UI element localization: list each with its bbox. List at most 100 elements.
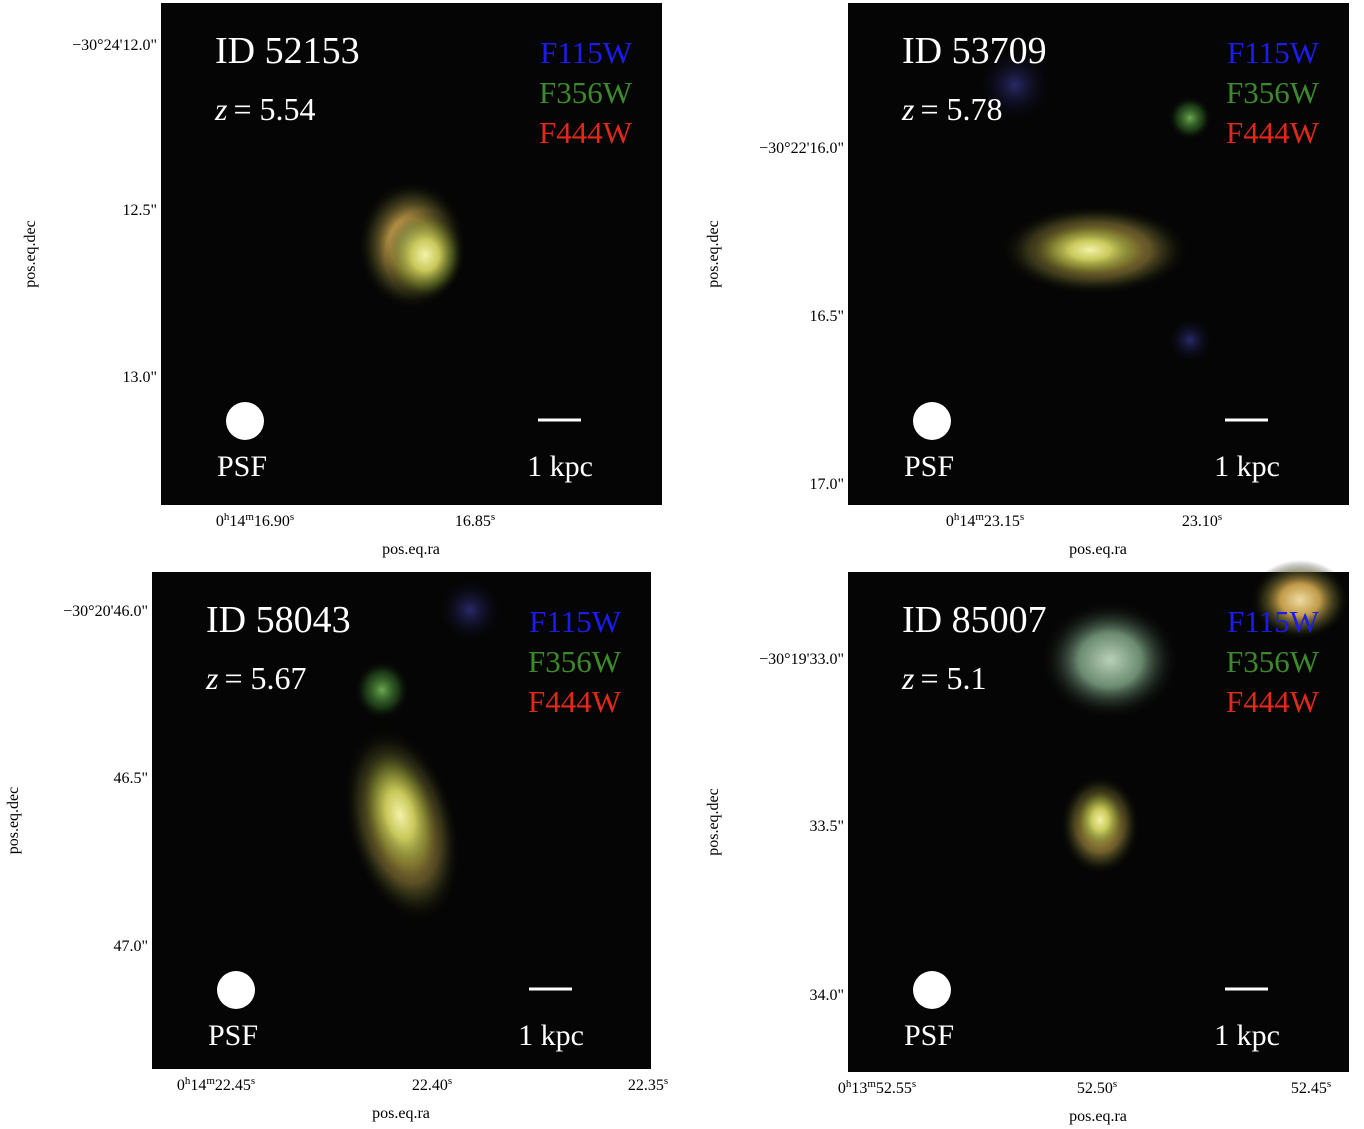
redshift-value: = 5.78 — [920, 91, 1002, 127]
galaxy — [1168, 96, 1212, 140]
filter-label: F115W — [540, 35, 633, 70]
ra-value: 14 — [229, 513, 245, 530]
ra-tick-label: 16.85s — [455, 511, 495, 530]
filter-label: F356W — [1226, 75, 1320, 110]
psf-marker — [217, 971, 255, 1009]
object-id: ID 58043 — [206, 599, 351, 641]
ra-value: 16.85 — [455, 513, 491, 530]
x-axis-label: pos.eq.ra — [1069, 1108, 1127, 1125]
dec-tick-label: −30°22'16.0" — [759, 140, 844, 157]
dec-tick-label: −30°24'12.0" — [72, 37, 157, 54]
ra-value: 52.50 — [1077, 1080, 1113, 1097]
ra-tick-label: 22.40s — [412, 1075, 452, 1094]
ra-tick-label: 0h13m52.55s — [838, 1078, 916, 1097]
psf-marker — [226, 402, 264, 440]
ra-unit: s — [1218, 511, 1222, 523]
dec-tick-label: 47.0" — [113, 938, 148, 955]
scale-label: 1 kpc — [518, 1019, 584, 1052]
galaxy — [1030, 222, 1150, 278]
filter-label: F444W — [539, 115, 633, 150]
psf-label: PSF — [208, 1019, 258, 1052]
panel: ID 58043 z= 5.67 F115W F356W F444W PSF 1 kpc −3… — [5, 572, 668, 1122]
dec-tick-label: 17.0" — [809, 476, 844, 493]
object-id: ID 53709 — [902, 30, 1047, 72]
dec-tick-label: 16.5" — [809, 308, 844, 325]
redshift-symbol: z — [214, 91, 228, 127]
filter-label: F115W — [1227, 35, 1320, 70]
ra-value: 22.45 — [215, 1077, 251, 1094]
dec-tick-label: 33.5" — [809, 818, 844, 835]
redshift-symbol: z — [901, 660, 915, 696]
dec-tick-label: 46.5" — [113, 770, 148, 787]
ra-unit: s — [912, 1078, 916, 1090]
ra-value: 23.10 — [1182, 513, 1218, 530]
ra-unit: s — [1020, 511, 1024, 523]
object-id: ID 85007 — [902, 599, 1047, 641]
galaxy — [1165, 315, 1215, 365]
galaxy — [435, 575, 505, 645]
ra-unit: s — [1327, 1078, 1331, 1090]
scale-label: 1 kpc — [527, 450, 593, 483]
ra-unit: s — [290, 511, 294, 523]
ra-value: 0 — [838, 1080, 846, 1097]
filter-label: F356W — [539, 75, 633, 110]
galaxy — [1075, 788, 1125, 852]
dec-tick-label: −30°20'46.0" — [63, 603, 148, 620]
x-axis-label: pos.eq.ra — [1069, 541, 1127, 558]
filter-label: F115W — [1227, 604, 1320, 639]
psf-label: PSF — [904, 450, 954, 483]
y-axis-label: pos.eq.dec — [22, 220, 39, 288]
ra-value: 52.55 — [876, 1080, 912, 1097]
ra-unit: s — [448, 1075, 452, 1087]
x-axis-label: pos.eq.ra — [372, 1105, 430, 1122]
ra-value: 0 — [177, 1077, 185, 1094]
redshift-symbol: z — [901, 91, 915, 127]
ra-value: 0 — [216, 513, 224, 530]
ra-tick-label: 22.35s — [628, 1075, 668, 1094]
filter-label: F356W — [528, 644, 622, 679]
ra-value: 23.15 — [984, 513, 1020, 530]
ra-unit: s — [491, 511, 495, 523]
ra-unit: s — [1113, 1078, 1117, 1090]
ra-value: 22.40 — [412, 1077, 448, 1094]
galaxy — [385, 210, 465, 300]
x-axis-label: pos.eq.ra — [382, 541, 440, 558]
scale-label: 1 kpc — [1214, 450, 1280, 483]
redshift-value: = 5.54 — [233, 91, 315, 127]
ra-unit: s — [664, 1075, 668, 1087]
dec-tick-label: 12.5" — [122, 202, 157, 219]
redshift-symbol: z — [205, 660, 219, 696]
redshift-value: = 5.1 — [920, 660, 986, 696]
psf-marker — [913, 971, 951, 1009]
ra-value: 16.90 — [254, 513, 290, 530]
y-axis-label: pos.eq.dec — [705, 788, 722, 856]
ra-tick-label: 0h14m23.15s — [946, 511, 1024, 530]
filter-label: F444W — [528, 684, 622, 719]
psf-marker — [913, 402, 951, 440]
ra-value: 14 — [959, 513, 975, 530]
figure: ID 52153z= 5.54F115WF356WF444WPSF1 kpc−3… — [0, 0, 1364, 1129]
panel: ID 53709 z= 5.78 F115W F356W F444W PSF 1 kpc −3… — [705, 3, 1349, 558]
ra-value: 14 — [190, 1077, 206, 1094]
galaxy — [1040, 600, 1180, 720]
ra-unit: s — [251, 1075, 255, 1087]
redshift: z= 5.1 — [901, 660, 987, 696]
y-axis-label: pos.eq.dec — [5, 787, 22, 855]
redshift-value: = 5.67 — [224, 660, 306, 696]
dec-tick-label: 13.0" — [122, 369, 157, 386]
object-id: ID 52153 — [215, 30, 360, 72]
ra-value: 13 — [851, 1080, 867, 1097]
filter-label: F444W — [1226, 684, 1320, 719]
filter-label: F356W — [1226, 644, 1320, 679]
ra-value: 22.35 — [628, 1077, 664, 1094]
filter-label: F444W — [1226, 115, 1320, 150]
ra-tick-label: 0h14m16.90s — [216, 511, 294, 530]
galaxy — [354, 660, 410, 720]
psf-label: PSF — [904, 1019, 954, 1052]
ra-tick-label: 52.45s — [1291, 1078, 1331, 1097]
y-axis-label: pos.eq.dec — [705, 220, 722, 288]
ra-tick-label: 23.10s — [1182, 511, 1222, 530]
filter-label: F115W — [529, 604, 622, 639]
